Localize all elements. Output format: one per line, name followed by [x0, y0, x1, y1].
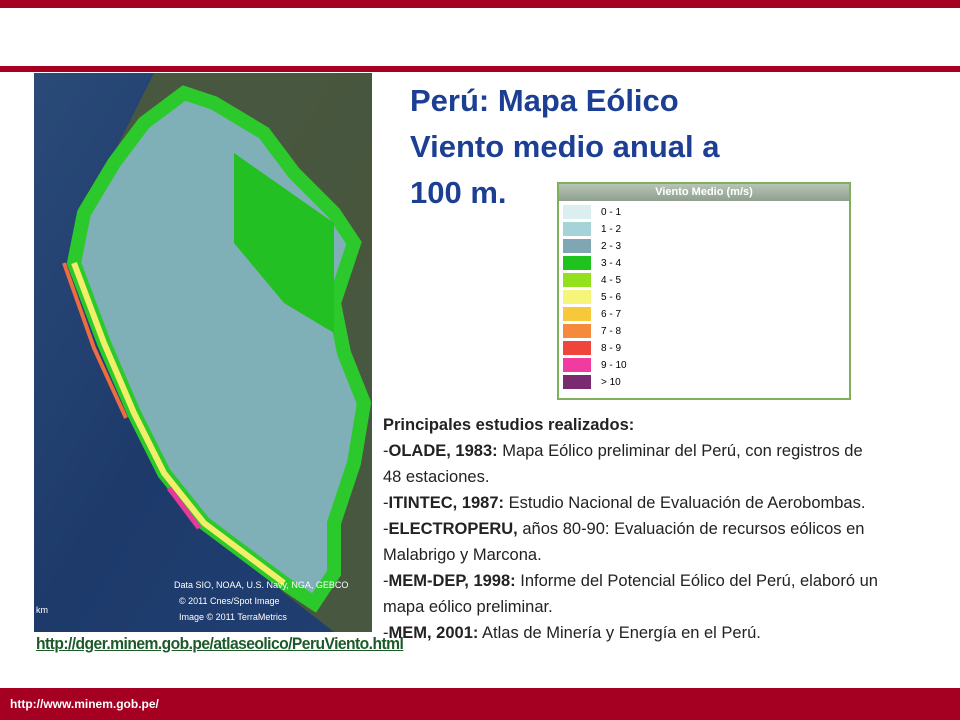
legend-row: 2 - 3 [563, 239, 621, 254]
study-item: -MEM-DEP, 1998: Informe del Potencial Eó… [383, 568, 883, 620]
footer-bar [0, 688, 960, 720]
footer-url: http://www.minem.gob.pe/ [10, 697, 159, 711]
wind-map: Data SIO, NOAA, U.S. Navy, NGA, GEBCO © … [34, 73, 372, 632]
legend-swatch [563, 307, 591, 321]
study-marker: - [383, 624, 389, 642]
legend-row: 3 - 4 [563, 256, 621, 271]
map-credit: Image © 2011 TerraMetrics [179, 612, 287, 622]
legend-label: 9 - 10 [601, 360, 627, 371]
study-marker: - [383, 442, 389, 460]
legend-label: 4 - 5 [601, 275, 622, 286]
legend-swatch [563, 341, 591, 355]
legend-row: 6 - 7 [563, 307, 621, 322]
title-line: Viento medio anual a [410, 129, 720, 164]
legend-label: 8 - 9 [601, 343, 622, 354]
legend-label: 7 - 8 [601, 326, 622, 337]
legend-swatch [563, 358, 591, 372]
study-text: Mapa Eólico preliminar del Perú, con reg… [383, 442, 863, 486]
header-line [0, 66, 960, 72]
legend-label: 2 - 3 [601, 241, 622, 252]
study-name: MEM-DEP, 1998: [388, 572, 516, 590]
legend-label: > 10 [601, 377, 621, 388]
title-line: 100 m. [410, 175, 507, 210]
study-name: ELECTROPERU, [388, 520, 518, 538]
study-text: Informe del Potencial Eólico del Perú, e… [383, 572, 878, 616]
study-item: -ELECTROPERU, años 80-90: Evaluación de … [383, 516, 883, 568]
legend-title: Viento Medio (m/s) [559, 184, 849, 201]
legend-row: 9 - 10 [563, 358, 627, 373]
legend-row: 8 - 9 [563, 341, 621, 356]
study-text: años 80-90: Evaluación de recursos eólic… [383, 520, 865, 564]
studies-heading: Principales estudios realizados: [383, 416, 635, 434]
study-item: -MEM, 2001: Atlas de Minería y Energía e… [383, 620, 883, 646]
legend-swatch [563, 222, 591, 236]
legend: Viento Medio (m/s) 0 - 1 1 - 2 2 - 3 3 - 4 4… [557, 182, 851, 400]
legend-swatch [563, 324, 591, 338]
study-item: -OLADE, 1983: Mapa Eólico preliminar del… [383, 438, 883, 490]
legend-label: 5 - 6 [601, 292, 622, 303]
legend-row: 7 - 8 [563, 324, 621, 339]
legend-row: > 10 [563, 375, 621, 390]
map-credit: © 2011 Cnes/Spot Image [179, 596, 280, 606]
legend-row: 1 - 2 [563, 222, 621, 237]
legend-label: 3 - 4 [601, 258, 622, 269]
legend-swatch [563, 256, 591, 270]
study-text: Estudio Nacional de Evaluación de Aerobo… [504, 494, 866, 512]
top-bar [0, 0, 960, 8]
legend-swatch [563, 205, 591, 219]
legend-swatch [563, 239, 591, 253]
study-marker: - [383, 494, 389, 512]
study-name: MEM, 2001: [388, 624, 479, 642]
study-item: -ITINTEC, 1987: Estudio Nacional de Eval… [383, 490, 883, 516]
legend-label: 0 - 1 [601, 207, 622, 218]
legend-swatch [563, 375, 591, 389]
study-name: OLADE, 1983: [388, 442, 498, 460]
study-marker: - [383, 520, 389, 538]
slide-title: Perú: Mapa Eólico Viento medio anual a 100… [410, 78, 810, 216]
map-link[interactable]: http://dger.minem.gob.pe/atlaseolico/Per… [36, 634, 404, 653]
legend-row: 5 - 6 [563, 290, 621, 305]
study-marker: - [383, 572, 389, 590]
map-scale: km [36, 605, 48, 615]
legend-swatch [563, 273, 591, 287]
legend-row: 0 - 1 [563, 205, 621, 220]
studies: Principales estudios realizados: -OLADE,… [383, 412, 883, 646]
title-line: Perú: Mapa Eólico [410, 83, 679, 118]
map-credit: Data SIO, NOAA, U.S. Navy, NGA, GEBCO [174, 580, 348, 590]
study-text: Atlas de Minería y Energía en el Perú. [478, 624, 761, 642]
study-name: ITINTEC, 1987: [388, 494, 505, 512]
legend-label: 6 - 7 [601, 309, 622, 320]
legend-row: 4 - 5 [563, 273, 621, 288]
legend-swatch [563, 290, 591, 304]
legend-label: 1 - 2 [601, 224, 622, 235]
